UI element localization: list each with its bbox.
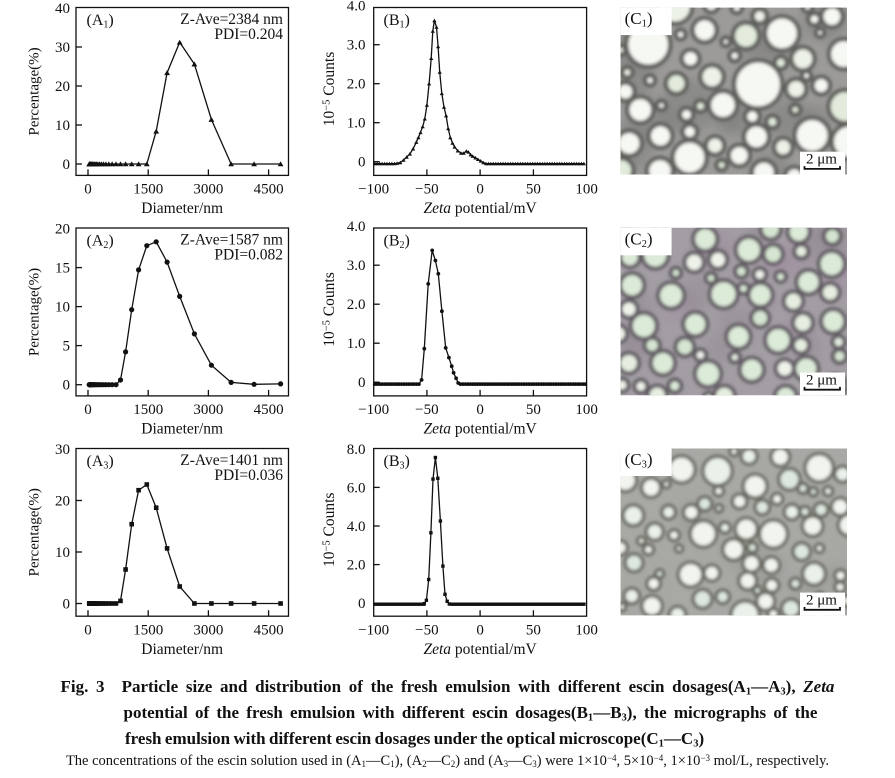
svg-text:1500: 1500 [133, 623, 163, 639]
svg-text:2 μm: 2 μm [806, 372, 837, 388]
svg-text:3.0: 3.0 [347, 38, 366, 54]
svg-text:0: 0 [476, 402, 484, 418]
svg-text:Percentage(%): Percentage(%) [27, 488, 43, 576]
svg-text:0: 0 [84, 182, 92, 198]
svg-text:8.0: 8.0 [347, 442, 366, 458]
svg-text:(C1): (C1) [625, 9, 653, 30]
svg-text:4500: 4500 [254, 402, 284, 418]
svg-text:4.0: 4.0 [347, 219, 366, 235]
svg-text:1.0: 1.0 [347, 336, 366, 352]
svg-text:−100: −100 [358, 402, 389, 418]
svg-text:Zeta potential/mV: Zeta potential/mV [423, 421, 537, 438]
svg-text:10−5 Counts: 10−5 Counts [321, 272, 338, 346]
svg-text:Z-Ave=1401 nm: Z-Ave=1401 nm [180, 452, 283, 469]
svg-text:100: 100 [575, 182, 598, 198]
svg-text:0: 0 [63, 157, 71, 173]
svg-text:4.0: 4.0 [347, 519, 366, 535]
svg-text:50: 50 [526, 182, 541, 198]
svg-text:3000: 3000 [193, 182, 223, 198]
svg-text:2 μm: 2 μm [806, 592, 837, 608]
svg-text:0: 0 [63, 597, 71, 613]
svg-text:1500: 1500 [133, 182, 163, 198]
svg-text:(C2): (C2) [625, 229, 653, 250]
svg-text:10−5 Counts: 10−5 Counts [321, 493, 338, 567]
svg-text:PDI=0.204: PDI=0.204 [214, 26, 283, 43]
svg-text:10−5 Counts: 10−5 Counts [321, 52, 338, 126]
svg-text:(B1): (B1) [384, 12, 410, 31]
svg-text:15: 15 [55, 261, 70, 277]
svg-text:(A1): (A1) [87, 12, 114, 31]
svg-text:1.0: 1.0 [347, 116, 366, 132]
svg-text:Zeta potential/mV: Zeta potential/mV [423, 641, 537, 658]
svg-text:20: 20 [55, 222, 70, 238]
svg-text:20: 20 [55, 494, 70, 510]
svg-text:50: 50 [526, 402, 541, 418]
svg-text:0: 0 [84, 402, 92, 418]
svg-text:3000: 3000 [193, 402, 223, 418]
svg-text:Z-Ave=2384 nm: Z-Ave=2384 nm [180, 11, 283, 28]
svg-text:20: 20 [55, 79, 70, 95]
svg-text:6.0: 6.0 [347, 480, 366, 496]
svg-text:0: 0 [63, 378, 71, 394]
svg-text:−50: −50 [415, 402, 438, 418]
svg-text:100: 100 [575, 623, 598, 639]
svg-text:0: 0 [358, 375, 366, 391]
svg-text:3.0: 3.0 [347, 258, 366, 274]
svg-text:−50: −50 [415, 182, 438, 198]
svg-text:10: 10 [55, 545, 70, 561]
svg-text:0: 0 [358, 155, 366, 171]
svg-text:1500: 1500 [133, 402, 163, 418]
svg-text:PDI=0.082: PDI=0.082 [214, 247, 283, 264]
svg-text:0: 0 [84, 623, 92, 639]
svg-text:40: 40 [55, 1, 70, 17]
svg-text:0: 0 [476, 182, 484, 198]
svg-text:10: 10 [55, 300, 70, 316]
svg-text:Diameter/nm: Diameter/nm [141, 200, 223, 217]
svg-text:(C3): (C3) [625, 450, 653, 471]
svg-text:−50: −50 [415, 623, 438, 639]
svg-text:4500: 4500 [254, 182, 284, 198]
svg-text:30: 30 [55, 40, 70, 56]
svg-text:50: 50 [526, 623, 541, 639]
svg-text:Diameter/nm: Diameter/nm [141, 641, 223, 658]
svg-text:(B3): (B3) [384, 453, 410, 472]
svg-text:Z-Ave=1587 nm: Z-Ave=1587 nm [180, 232, 283, 249]
svg-text:30: 30 [55, 442, 70, 458]
svg-text:Diameter/nm: Diameter/nm [141, 421, 223, 438]
svg-text:(A2): (A2) [87, 233, 114, 252]
svg-text:3000: 3000 [193, 623, 223, 639]
svg-text:4500: 4500 [254, 623, 284, 639]
svg-text:0: 0 [358, 596, 366, 612]
svg-text:Percentage(%): Percentage(%) [27, 47, 43, 135]
svg-text:2.0: 2.0 [347, 558, 366, 574]
svg-text:(B2): (B2) [384, 233, 410, 252]
svg-text:PDI=0.036: PDI=0.036 [214, 467, 283, 484]
svg-text:(A3): (A3) [87, 453, 114, 472]
svg-text:0: 0 [476, 623, 484, 639]
svg-text:2.0: 2.0 [347, 297, 366, 313]
svg-text:2 μm: 2 μm [806, 152, 837, 168]
svg-text:−100: −100 [358, 182, 389, 198]
svg-text:5: 5 [63, 339, 71, 355]
svg-text:Percentage(%): Percentage(%) [27, 268, 43, 356]
svg-text:2.0: 2.0 [347, 77, 366, 93]
svg-text:−100: −100 [358, 623, 389, 639]
svg-text:10: 10 [55, 118, 70, 134]
svg-text:Zeta potential/mV: Zeta potential/mV [423, 200, 537, 217]
svg-text:4.0: 4.0 [347, 0, 366, 15]
svg-text:100: 100 [575, 402, 598, 418]
